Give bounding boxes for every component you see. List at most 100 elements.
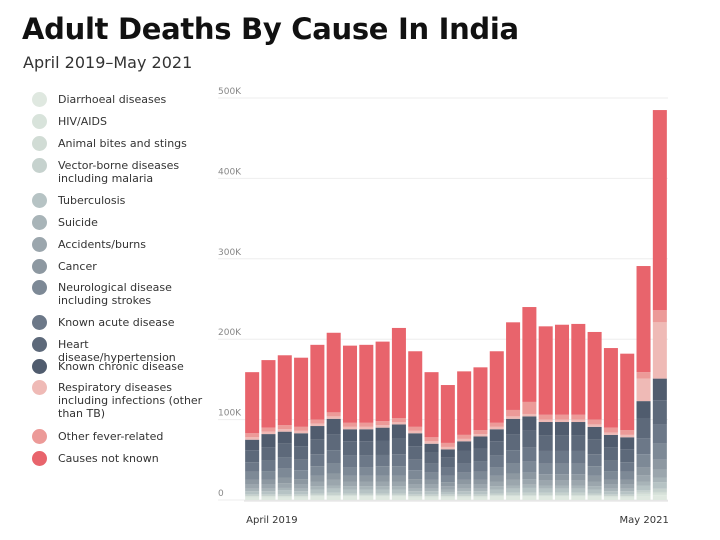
bar-segment: [652, 322, 667, 379]
bar-segment: [587, 481, 602, 487]
legend-label: Diarrhoeal diseases: [58, 93, 167, 106]
bar-segment: [587, 424, 602, 427]
bar-segment: [261, 497, 276, 500]
bar-segment: [408, 496, 423, 498]
bar-segment: [326, 418, 341, 435]
bar-segment: [408, 495, 423, 497]
bar-segment: [245, 494, 260, 496]
bar-segment: [554, 480, 570, 486]
bar-segment: [538, 492, 553, 496]
bar-segment: [652, 493, 667, 496]
bar-segment: [652, 443, 667, 460]
bar-segment: [261, 495, 276, 497]
bar-segment: [554, 435, 570, 451]
bar-segment: [457, 488, 472, 492]
bar-segment: [294, 459, 309, 471]
bar-segment: [636, 417, 651, 439]
bar-segment: [408, 351, 423, 427]
bar-segment: [652, 495, 667, 500]
bar-segment: [440, 491, 455, 495]
bar-segment: [587, 495, 602, 496]
bar-segment: [457, 479, 472, 485]
bar-segment: [489, 495, 504, 496]
bar-segment: [391, 417, 406, 423]
legend-swatch: [32, 280, 47, 295]
bar-segment: [245, 491, 260, 495]
bar-segment: [408, 494, 423, 496]
bar-segment: [391, 422, 406, 425]
bar-segment: [652, 424, 667, 444]
bar-segment: [636, 475, 651, 482]
legend-label: Cancer: [58, 260, 97, 273]
bar-segment: [571, 435, 586, 451]
bar-segment: [571, 480, 586, 486]
bar-segment: [620, 491, 635, 495]
bar-segment: [489, 496, 504, 500]
bar-segment: [342, 345, 358, 423]
legend-label: Tuberculosis: [58, 194, 126, 207]
bar-segment: [636, 438, 651, 455]
bar-segment: [554, 492, 570, 496]
bar-segment: [326, 416, 341, 419]
bar-segment: [261, 427, 276, 432]
bar-segment: [538, 495, 553, 497]
bar-segment: [506, 416, 521, 419]
bar-segment: [457, 463, 472, 473]
bar-segment: [245, 496, 260, 498]
legend-swatch: [32, 92, 47, 107]
bar-segment: [538, 326, 553, 415]
bar-segment: [408, 426, 423, 431]
bar-segment: [506, 434, 521, 451]
bar-segment: [587, 331, 602, 420]
bar-segment: [636, 266, 651, 373]
bar-segment: [522, 416, 537, 431]
bar-segment: [310, 439, 325, 455]
bar-segment: [424, 484, 439, 489]
bar-segment: [473, 484, 488, 489]
bar-segment: [620, 471, 635, 480]
bar-segment: [603, 471, 618, 480]
bar-segment: [620, 449, 635, 463]
bar-segment: [489, 481, 504, 487]
bar-segment: [636, 494, 651, 496]
bar-segment: [440, 482, 455, 487]
bar-segment: [440, 495, 455, 497]
bar-segment: [342, 481, 358, 487]
bar-segment: [554, 419, 570, 423]
bar-segment: [326, 450, 341, 464]
bar-segment: [522, 487, 537, 493]
bar-segment: [391, 424, 406, 439]
bar-segment: [603, 460, 618, 472]
bar-segment: [294, 433, 309, 447]
bar-segment: [473, 497, 488, 500]
bar-segment: [489, 426, 504, 430]
bar-segment: [522, 495, 537, 496]
bar-segment: [408, 459, 423, 471]
bar-segment: [571, 463, 586, 475]
bar-segment: [245, 471, 260, 480]
bar-segment: [554, 495, 570, 496]
bar-segment: [554, 324, 570, 415]
bar-segment: [261, 488, 276, 492]
bar-segment: [457, 494, 472, 496]
legend-label: Animal bites and stings: [58, 137, 187, 150]
bar-segment: [506, 496, 521, 500]
bar-segment: [277, 495, 292, 497]
bar-segment: [440, 486, 455, 490]
bar-segment: [440, 489, 455, 492]
bar-segment: [506, 495, 521, 497]
bar-segment: [554, 488, 570, 493]
bar-segment: [375, 454, 390, 467]
bar-segment: [424, 479, 439, 485]
bar-segment: [326, 496, 341, 500]
legend-swatch: [32, 451, 47, 466]
bar-segment: [571, 414, 586, 420]
bar-segment: [571, 474, 586, 481]
bar-segment: [620, 479, 635, 485]
bar-segment: [522, 495, 537, 497]
bar-segment: [473, 479, 488, 485]
bar-segment: [522, 496, 537, 500]
bar-segment: [424, 494, 439, 496]
bar-segment: [342, 455, 358, 468]
